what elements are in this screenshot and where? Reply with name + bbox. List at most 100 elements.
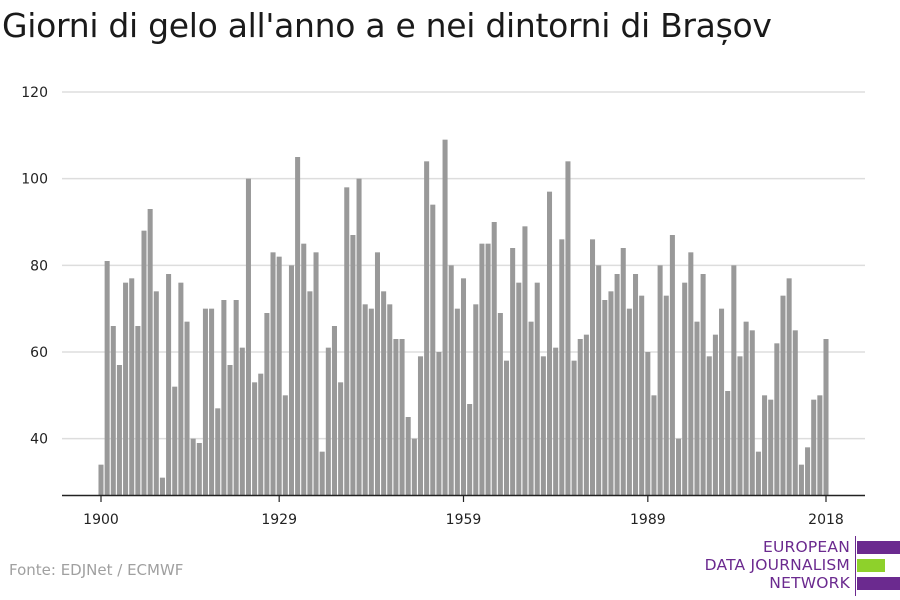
- bar-1935: [313, 252, 319, 495]
- bar-1965: [497, 313, 503, 495]
- bar-1942: [356, 178, 362, 495]
- bar-2002: [725, 391, 731, 495]
- bar-1989: [645, 352, 651, 495]
- bar-2005: [743, 321, 749, 495]
- y-tick-label-100: 100: [21, 172, 48, 188]
- bar-1907: [141, 230, 147, 495]
- bar-1917: [202, 308, 208, 495]
- bar-1962: [479, 243, 485, 495]
- bar-1934: [307, 291, 313, 495]
- bar-1905: [129, 278, 135, 495]
- bar-1979: [583, 334, 589, 495]
- bar-1908: [147, 209, 153, 495]
- bar-1985: [620, 248, 626, 495]
- logo-line-3: NETWORK: [769, 574, 850, 592]
- bar-1945: [374, 252, 381, 495]
- bar-1901: [104, 261, 110, 495]
- bar-1931: [288, 265, 294, 495]
- bar-1911: [166, 274, 172, 495]
- bar-1920: [221, 300, 227, 495]
- bar-1995: [682, 282, 688, 495]
- bar-1900: [98, 464, 104, 495]
- bar-2004: [737, 356, 743, 495]
- bar-1982: [602, 300, 608, 495]
- bar-1947: [387, 304, 393, 495]
- bar-1988: [639, 295, 645, 495]
- x-tick-label-1989: 1989: [630, 512, 666, 528]
- logo-bar-purple-bottom: [857, 577, 900, 590]
- bar-1954: [430, 204, 436, 495]
- bar-1918: [209, 308, 215, 495]
- bar-1928: [270, 252, 276, 495]
- bar-1919: [215, 408, 221, 495]
- bar-1914: [184, 321, 190, 495]
- bar-1981: [596, 265, 602, 495]
- bar-1950: [405, 417, 411, 495]
- bar-1910: [159, 477, 165, 495]
- logo-line-2: DATA JOURNALISM: [704, 556, 850, 574]
- bar-2014: [798, 464, 804, 495]
- bar-1902: [110, 326, 116, 495]
- bar-1960: [467, 404, 473, 495]
- bar-1926: [258, 373, 264, 495]
- logo-line-1: EUROPEAN: [762, 538, 850, 556]
- bar-1922: [233, 300, 239, 495]
- bar-1933: [301, 243, 307, 495]
- bar-1957: [448, 265, 454, 495]
- y-tick-label-80: 80: [30, 258, 48, 274]
- x-tick-label-1900: 1900: [83, 512, 119, 528]
- bar-1939: [338, 382, 344, 495]
- bar-1971: [534, 282, 540, 495]
- y-axis-labels: 40 60 80 100 120: [21, 85, 48, 448]
- bar-1991: [657, 265, 663, 495]
- bar-1997: [694, 321, 700, 495]
- bar-1912: [172, 386, 178, 495]
- bar-2009: [768, 399, 774, 495]
- bar-2013: [792, 330, 798, 495]
- bar-1993: [669, 235, 675, 495]
- bar-1967: [510, 248, 516, 495]
- bar-1955: [436, 352, 442, 495]
- bar-1913: [178, 282, 184, 495]
- bar-1984: [614, 274, 620, 495]
- bar-1975: [559, 239, 565, 495]
- bar-1959: [460, 278, 467, 495]
- bar-1932: [295, 157, 301, 495]
- bar-1972: [540, 356, 546, 495]
- bar-2010: [774, 343, 780, 495]
- bar-1976: [565, 161, 571, 496]
- y-tick-label-60: 60: [30, 345, 48, 361]
- bar-1978: [577, 339, 583, 495]
- y-tick-label-40: 40: [30, 432, 48, 448]
- bar-1992: [663, 295, 669, 495]
- bar-1974: [553, 347, 559, 495]
- bar-1958: [454, 308, 460, 495]
- bar-1930: [282, 395, 288, 495]
- bar-1956: [442, 139, 448, 495]
- source-note: Fonte: EDJNet / ECMWF: [9, 561, 184, 579]
- bar-2008: [762, 395, 768, 495]
- x-axis-ticks: 1900 1929 1959 1989 2018: [83, 495, 844, 528]
- bar-1961: [473, 304, 479, 495]
- bar-1951: [411, 438, 417, 495]
- bar-1966: [503, 360, 510, 495]
- bar-2001: [719, 308, 725, 495]
- bar-1973: [546, 191, 553, 495]
- bar-1915: [190, 438, 196, 495]
- bar-1953: [424, 161, 430, 496]
- logo-bar-green: [857, 559, 885, 572]
- bar-1949: [399, 339, 405, 495]
- chart-title: Giorni di gelo all'anno a e nei dintorni…: [2, 6, 772, 45]
- bar-1921: [227, 365, 233, 495]
- bar-1998: [700, 274, 706, 495]
- bar-1983: [608, 291, 614, 495]
- bar-1938: [331, 326, 337, 495]
- bar-1977: [571, 360, 577, 495]
- bars: [98, 139, 829, 496]
- bar-2000: [712, 334, 718, 495]
- bar-2007: [755, 451, 761, 495]
- bar-2011: [780, 295, 786, 495]
- x-tick-label-1929: 1929: [261, 512, 297, 528]
- bar-2012: [786, 278, 792, 495]
